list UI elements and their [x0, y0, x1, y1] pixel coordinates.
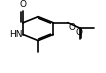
Text: O: O [76, 28, 83, 37]
Text: O: O [69, 23, 76, 32]
Text: HN: HN [9, 30, 22, 39]
Text: O: O [20, 0, 27, 9]
